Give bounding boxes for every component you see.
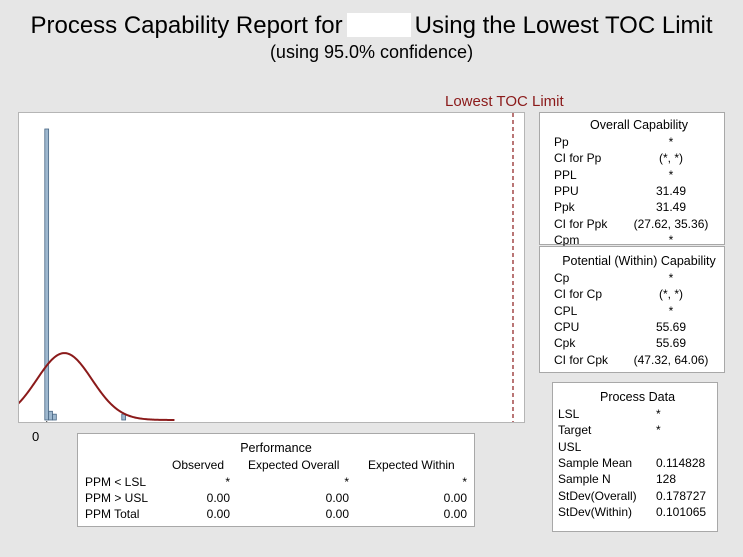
performance-value: * <box>344 475 349 489</box>
process-data-row: Sample N 128 <box>558 471 717 487</box>
process-data-row: Target * <box>558 422 717 438</box>
stat-label: PPU <box>554 184 579 199</box>
histogram-chart <box>19 113 514 422</box>
within-capability-row: CI for Cpk (47.32, 64.06) <box>554 351 724 367</box>
stat-value: * <box>668 167 674 182</box>
overall-capability-row: Pp * <box>554 134 724 150</box>
stat-label: Sample Mean <box>558 456 633 471</box>
performance-row-label: PPM > USL <box>85 491 149 505</box>
process-data-heading: Process Data <box>599 390 676 404</box>
stat-value: 55.69 <box>655 320 687 335</box>
stat-value: 128 <box>656 472 677 487</box>
overall-capability-panel: Overall Capability Pp * CI for Pp (*, *) PPL… <box>539 112 725 248</box>
stat-value: 0.114828 <box>656 456 706 471</box>
stat-label: USL <box>558 439 582 454</box>
stat-label: PPL <box>554 167 577 182</box>
histogram-plot-area <box>18 112 525 423</box>
within-capability-row: CI for Cp (*, *) <box>554 286 724 302</box>
process-data-row: LSL * <box>558 406 717 422</box>
histogram-bar <box>48 410 53 421</box>
overall-capability-row: Ppk 31.49 <box>554 199 724 215</box>
histogram-bar <box>44 128 50 421</box>
stat-label: CPL <box>554 303 578 318</box>
report-title-prefix: Process Capability Report for <box>30 12 343 39</box>
stat-value: 0.178727 <box>656 488 707 503</box>
process-data-panel: Process Data LSL * Target * USL Sample Mean 0.… <box>552 382 718 532</box>
overall-capability-row: CI for Ppk (27.62, 35.36) <box>554 215 724 231</box>
overall-capability-row: CI for Pp (*, *) <box>554 150 724 166</box>
stat-value: (47.32, 64.06) <box>633 352 709 367</box>
stat-value: (*, *) <box>659 151 683 166</box>
report-subtitle: (using 95.0% confidence) <box>269 42 474 62</box>
stat-value: * <box>668 303 674 318</box>
performance-value: 0.00 <box>443 507 467 521</box>
redacted-name <box>346 13 411 37</box>
stat-label: CI for Pp <box>554 151 602 166</box>
performance-value: 0.00 <box>325 491 349 505</box>
x-tick-label: 0 <box>32 429 40 444</box>
reference-line-label: Lowest TOC Limit <box>445 93 564 110</box>
performance-col-expected-overall: Expected Overall <box>248 458 340 472</box>
overall-capability-row: PPU 31.49 <box>554 183 724 199</box>
stat-label: Target <box>558 423 592 438</box>
stat-value: 55.69 <box>655 336 687 351</box>
performance-value: * <box>225 475 230 489</box>
performance-value: 0.00 <box>443 491 467 505</box>
within-capability-row: CPU 55.69 <box>554 319 724 335</box>
stat-label: CI for Ppk <box>554 216 608 231</box>
stat-label: CI for Cpk <box>554 352 609 367</box>
performance-row-label: PPM Total <box>85 507 140 521</box>
stat-value: 0.101065 <box>656 504 707 519</box>
performance-col-observed: Observed <box>172 458 225 472</box>
stat-value: (*, *) <box>659 287 683 302</box>
performance-value: * <box>462 475 467 489</box>
stat-label: Sample N <box>558 472 611 487</box>
stat-label: Cp <box>554 271 570 286</box>
overall-capability-heading: Overall Capability <box>590 118 688 132</box>
stat-label: Cpk <box>554 336 576 351</box>
within-capability-rows: Cp * CI for Cp (*, *) CPL * CPU 55.69 Cpk 55.69 CI… <box>554 270 724 368</box>
histogram-bar <box>52 413 57 421</box>
stat-label: LSL <box>558 407 580 422</box>
performance-value: 0.00 <box>206 491 230 505</box>
within-capability-row: CPL * <box>554 303 724 319</box>
stat-value: 31.49 <box>655 200 687 215</box>
within-capability-panel: Potential (Within) Capability Cp * CI for … <box>539 246 725 373</box>
overall-capability-row: Cpm * <box>554 232 724 248</box>
stat-value: * <box>656 407 661 422</box>
stat-label: Pp <box>554 135 569 150</box>
stat-value: * <box>668 135 674 150</box>
overall-capability-row: PPL * <box>554 167 724 183</box>
overall-capability-rows: Pp * CI for Pp (*, *) PPL * PPU 31.49 Ppk 31.49 CI… <box>554 134 724 248</box>
stat-label: CI for Cp <box>554 287 603 302</box>
within-capability-row: Cp * <box>554 270 724 286</box>
within-capability-row: Cpk 55.69 <box>554 335 724 351</box>
stat-value: * <box>668 232 674 247</box>
stat-value: 31.49 <box>655 184 687 199</box>
process-data-row: USL <box>558 439 717 455</box>
performance-value: 0.00 <box>206 507 230 521</box>
report-title: Process Capability Report for Using the L… <box>0 12 743 40</box>
within-capability-heading: Potential (Within) Capability <box>562 254 716 268</box>
stat-label: Cpm <box>554 232 580 247</box>
performance-value: 0.00 <box>325 507 349 521</box>
stat-value: (27.62, 35.36) <box>633 216 709 231</box>
process-data-row: Sample Mean 0.114828 <box>558 455 717 471</box>
performance-col-expected-within: Expected Within <box>368 458 455 472</box>
process-data-row: StDev(Overall) 0.178727 <box>558 487 717 503</box>
stat-value: * <box>668 271 674 286</box>
fit-curve-overall <box>19 352 175 421</box>
stat-value: * <box>656 423 661 438</box>
stat-label: StDev(Within) <box>558 504 633 519</box>
process-data-row: StDev(Within) 0.101065 <box>558 504 717 520</box>
stat-label: StDev(Overall) <box>558 488 637 503</box>
stat-label: Ppk <box>554 200 575 215</box>
stat-label: CPU <box>554 320 580 335</box>
report-title-suffix: Using the Lowest TOC Limit <box>414 12 713 39</box>
performance-panel: Performance Observed Expected Overall Ex… <box>77 433 475 527</box>
process-data-rows: LSL * Target * USL Sample Mean 0.114828 Sample … <box>558 406 717 520</box>
performance-heading: Performance <box>240 441 312 455</box>
performance-row-label: PPM < LSL <box>85 475 147 489</box>
